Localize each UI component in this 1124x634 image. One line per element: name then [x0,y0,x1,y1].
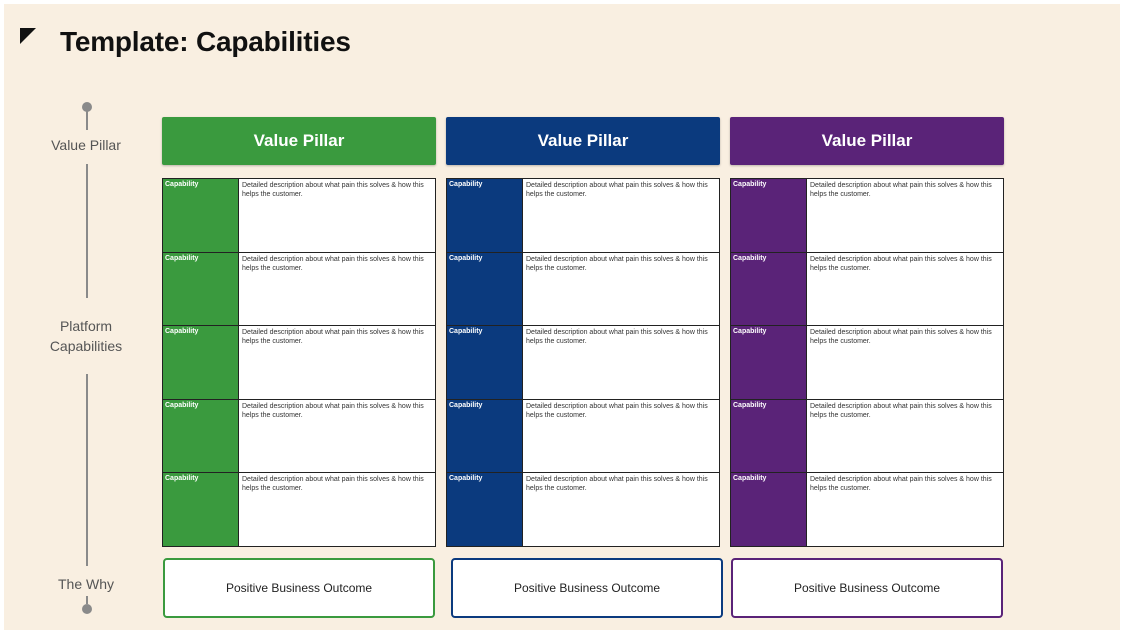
pillar-column: Value Pillar Capability Detailed descrip… [162,117,436,547]
axis-line-segment [86,164,88,298]
capability-row: Capability Detailed description about wh… [731,473,1003,546]
capability-row: Capability Detailed description about wh… [447,326,719,400]
capability-label: Capability [731,399,807,472]
capability-label: Capability [731,252,807,325]
pillar-header: Value Pillar [730,117,1004,165]
capability-description: Detailed description about what pain thi… [242,255,424,272]
capability-description: Detailed description about what pain thi… [810,402,992,419]
capability-label: Capability [163,326,239,399]
capability-description: Detailed description about what pain thi… [526,255,708,272]
slide-title: Template: Capabilities [60,26,351,57]
pillar-header: Value Pillar [162,117,436,165]
capability-row: Capability Detailed description about wh… [447,179,719,253]
capability-label: Capability [731,473,807,546]
capability-row: Capability Detailed description about wh… [163,473,435,546]
capability-row: Capability Detailed description about wh… [731,326,1003,400]
axis-label-the-why: The Why [57,576,114,592]
capability-description: Detailed description about what pain thi… [242,182,424,198]
axis-top-dot-icon [82,102,92,112]
axis-line-segment [86,596,88,604]
capability-description: Detailed description about what pain thi… [810,476,992,492]
slide: Template: Capabilities Value Pillar Plat… [4,4,1120,630]
capability-description: Detailed description about what pain thi… [526,476,708,492]
axis-label-value-pillar: Value Pillar [51,137,121,153]
axis-label-platform-capabilities: Platform Capabilities [49,318,123,354]
capability-row: Capability Detailed description about wh… [163,252,435,326]
capability-label: Capability [163,399,239,472]
capability-description: Detailed description about what pain thi… [242,402,424,419]
business-outcome-box: Positive Business Outcome [451,558,723,618]
corner-triangle-icon [20,28,36,44]
capability-label: Capability [447,473,523,546]
capability-description: Detailed description about what pain thi… [242,329,424,345]
capability-grid: Capability Detailed description about wh… [446,178,720,547]
axis-line-segment [86,110,88,130]
capability-label: Capability [447,326,523,399]
pillar-column: Value Pillar Capability Detailed descrip… [446,117,720,547]
capability-row: Capability Detailed description about wh… [447,473,719,546]
pillar-header: Value Pillar [446,117,720,165]
capability-description: Detailed description about what pain thi… [526,402,708,419]
capability-label: Capability [731,326,807,399]
capability-row: Capability Detailed description about wh… [731,252,1003,326]
capability-label: Capability [163,473,239,546]
capability-description: Detailed description about what pain thi… [242,476,424,492]
axis-bottom-dot-icon [82,604,92,614]
capability-label: Capability [447,399,523,472]
capability-label: Capability [447,179,523,252]
capability-label: Capability [447,252,523,325]
capability-row: Capability Detailed description about wh… [447,399,719,473]
capability-row: Capability Detailed description about wh… [731,179,1003,253]
capability-row: Capability Detailed description about wh… [731,399,1003,473]
axis-line-segment [86,374,88,566]
capability-grid: Capability Detailed description about wh… [162,178,436,547]
capability-row: Capability Detailed description about wh… [447,252,719,326]
business-outcome-box: Positive Business Outcome [731,558,1003,618]
pillar-column: Value Pillar Capability Detailed descrip… [730,117,1004,547]
capability-description: Detailed description about what pain thi… [526,329,708,345]
capability-grid: Capability Detailed description about wh… [730,178,1004,547]
capability-row: Capability Detailed description about wh… [163,399,435,473]
business-outcome-box: Positive Business Outcome [163,558,435,618]
capability-label: Capability [731,179,807,252]
capability-description: Detailed description about what pain thi… [810,329,992,345]
capability-description: Detailed description about what pain thi… [810,182,992,198]
capability-label: Capability [163,179,239,252]
capability-description: Detailed description about what pain thi… [526,182,708,198]
capability-row: Capability Detailed description about wh… [163,179,435,253]
capability-description: Detailed description about what pain thi… [810,255,992,272]
capability-row: Capability Detailed description about wh… [163,326,435,400]
capability-label: Capability [163,252,239,325]
